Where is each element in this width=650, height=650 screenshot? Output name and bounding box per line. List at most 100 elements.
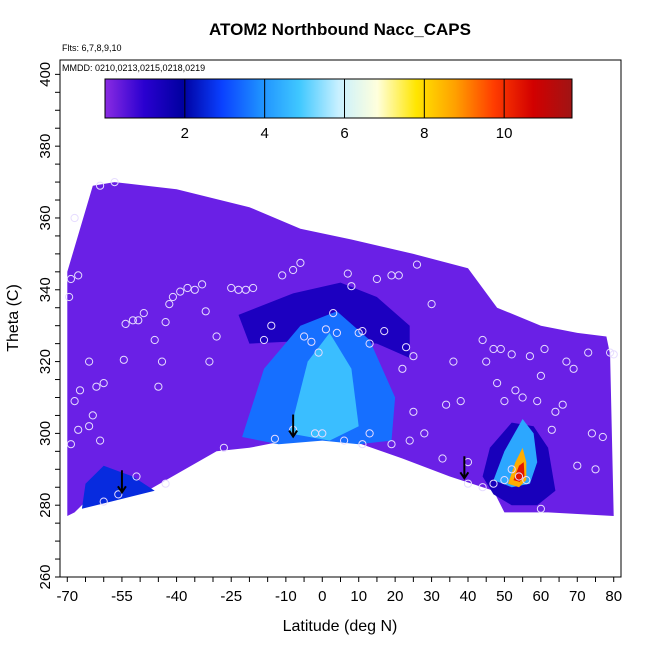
observation-point	[176, 287, 185, 296]
observation-point	[372, 274, 381, 284]
observation-point	[157, 357, 167, 366]
observation-point	[449, 357, 458, 366]
x-tick-label: -25	[220, 588, 242, 605]
concentration-regions	[81, 282, 556, 509]
observation-point	[66, 274, 76, 284]
observation-point	[354, 328, 363, 337]
dates-note: MMDD: 0210,0213,0215,0218,0219	[62, 63, 205, 73]
observation-point	[587, 429, 597, 438]
observation-point	[380, 327, 389, 336]
observation-point	[511, 386, 520, 395]
x-tick-label: 70	[569, 588, 586, 605]
observation-point	[573, 461, 582, 470]
observation-point	[66, 440, 76, 449]
observation-point	[332, 328, 341, 337]
x-tick-label: 40	[460, 588, 477, 605]
observation-point	[110, 178, 119, 187]
observation-point	[365, 429, 374, 438]
observation-point	[219, 443, 228, 452]
observation-point	[168, 292, 177, 302]
observation-point	[347, 282, 356, 291]
profile-arrow	[288, 414, 298, 439]
observation-point	[489, 479, 498, 488]
observation-point	[201, 307, 210, 316]
y-tick-label: 360	[37, 205, 54, 230]
colorbar-tick-label: 4	[260, 125, 268, 142]
observation-point	[442, 400, 451, 409]
observation-point	[409, 352, 418, 361]
observation-point	[340, 436, 349, 445]
x-tick-label: 50	[496, 588, 513, 605]
colorbar-tick-label: 2	[181, 125, 189, 142]
observation-point	[121, 319, 130, 328]
observation-point	[212, 332, 221, 341]
observation-point	[74, 271, 83, 280]
observation-point	[296, 258, 305, 267]
observation-point	[507, 465, 516, 474]
observation-point	[132, 472, 141, 481]
observation-point	[161, 318, 170, 327]
observation-point	[88, 411, 97, 420]
observation-point	[365, 339, 374, 348]
y-tick-label: 260	[37, 564, 54, 589]
observation-point	[114, 490, 123, 499]
colorbar-gradient	[104, 78, 573, 119]
observation-point	[205, 357, 214, 366]
x-tick-label: -10	[275, 588, 297, 605]
observation-point	[584, 348, 593, 357]
observation-point	[314, 348, 323, 357]
observation-point	[547, 425, 556, 434]
observation-point	[241, 285, 250, 294]
observation-point	[551, 407, 560, 416]
observation-point	[321, 325, 330, 334]
colorbar-tick-label: 8	[420, 125, 428, 142]
profile-arrow	[459, 456, 470, 481]
observation-point	[139, 309, 148, 318]
x-axis-label: Latitude (deg N)	[283, 618, 398, 635]
x-tick-label: -40	[166, 588, 188, 605]
observation-point	[398, 364, 407, 373]
chart-title: ATOM2 Northbound Nacc_CAPS	[209, 20, 471, 39]
profile-arrow	[117, 470, 127, 495]
observation-point	[562, 357, 571, 366]
observation-point	[99, 497, 108, 506]
region-central-plume-core	[289, 332, 359, 441]
observation-point	[75, 386, 85, 395]
observation-point	[165, 300, 174, 309]
y-axis: 260 280 300 320 340 360 380 400	[37, 62, 60, 590]
observation-point	[522, 476, 531, 485]
observation-point	[300, 332, 309, 341]
x-tick-label: 30	[423, 588, 440, 605]
x-tick-label: 20	[387, 588, 404, 605]
observation-point	[74, 425, 83, 434]
x-tick-label: 0	[318, 588, 326, 605]
observation-point	[387, 440, 396, 449]
observation-point	[318, 429, 327, 438]
observation-point	[496, 344, 505, 354]
flights-note: Flts: 6,7,8,9,10	[62, 43, 122, 53]
observation-point	[412, 260, 422, 269]
observation-point	[183, 283, 192, 293]
observation-point	[540, 344, 549, 354]
observation-point	[409, 407, 418, 416]
y-tick-label: 400	[37, 62, 54, 87]
observation-point	[456, 397, 465, 406]
observation-point	[558, 400, 567, 409]
observation-point	[289, 265, 298, 275]
observation-points	[65, 178, 618, 513]
observation-point	[92, 382, 101, 391]
observation-point	[420, 429, 429, 438]
profile-arrows	[117, 414, 470, 495]
observation-point	[525, 352, 535, 361]
x-tick-label: 80	[605, 588, 622, 605]
observation-point	[128, 316, 137, 325]
observation-point	[70, 213, 79, 223]
observation-point	[198, 280, 207, 289]
observation-point	[500, 476, 509, 485]
observation-point	[119, 355, 128, 364]
y-tick-label: 340	[37, 277, 54, 302]
observation-point	[278, 271, 287, 280]
x-tick-label: -70	[56, 588, 78, 605]
observation-point	[500, 397, 509, 406]
